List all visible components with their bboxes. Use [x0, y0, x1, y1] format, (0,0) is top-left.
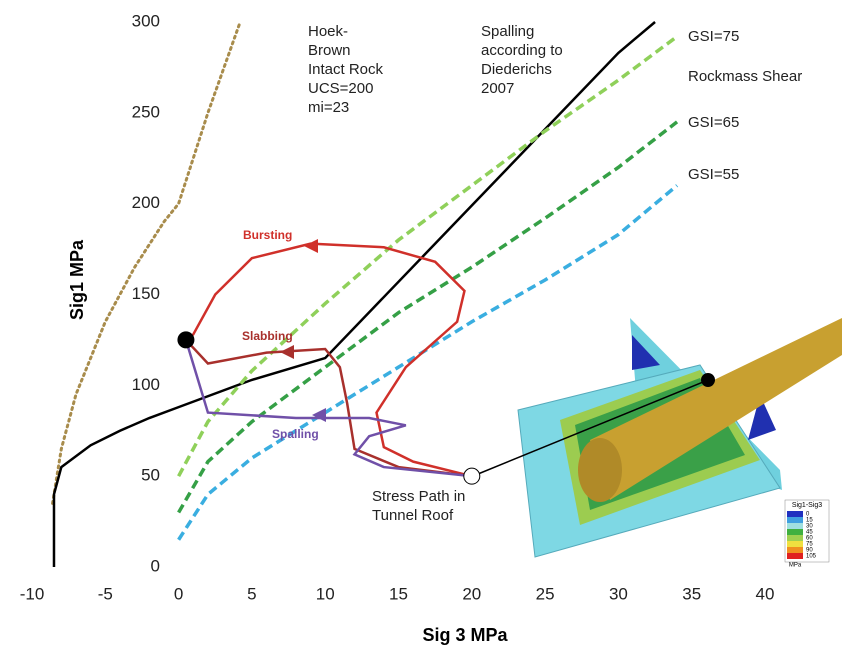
series-label: GSI=55: [688, 166, 739, 183]
x-tick-label: 15: [389, 584, 408, 603]
series-label: Bursting: [243, 228, 292, 242]
annotation: Rockmass Shear: [688, 68, 802, 85]
chart: Sig 3 MPa Sig1 MPa -10 -5 0 5 10 15 20 25 30 35 40…: [0, 0, 842, 653]
colorbar-cell: [787, 547, 803, 553]
model-point: [701, 373, 715, 387]
annotation: Spalling: [481, 23, 534, 40]
x-tick-label: 35: [682, 584, 701, 603]
annotation: 2007: [481, 80, 514, 97]
point: [178, 332, 194, 348]
y-tick-label: 300: [132, 11, 160, 30]
annotation: Tunnel Roof: [372, 507, 454, 524]
arrow-head: [280, 345, 294, 359]
colorbar-cell: [787, 541, 803, 547]
series-line: [186, 340, 472, 476]
y-tick-label: 100: [132, 375, 160, 394]
x-tick-label: 25: [536, 584, 555, 603]
series-label: Spalling: [272, 427, 319, 441]
x-tick-label: 10: [316, 584, 335, 603]
series-label: GSI=75: [688, 28, 739, 45]
x-tick-label: 5: [247, 584, 256, 603]
point: [464, 468, 480, 484]
colorbar-title: Sig1-Sig3: [792, 502, 822, 509]
x-tick-label: -10: [20, 584, 45, 603]
y-tick-label: 200: [132, 193, 160, 212]
x-tick-label: 0: [174, 584, 183, 603]
annotation: mi=23: [308, 99, 349, 116]
y-tick-label: 250: [132, 102, 160, 121]
annotation: Hoek-: [308, 23, 348, 40]
colorbar-cell: [787, 523, 803, 529]
annotation: Diederichs: [481, 61, 552, 78]
arrow-head: [304, 239, 318, 253]
colorbar-cell: [787, 517, 803, 523]
x-axis-title: Sig 3 MPa: [422, 625, 508, 645]
colorbar-label: 105: [806, 554, 817, 560]
tunnel-face: [578, 438, 622, 502]
annotation: according to: [481, 42, 563, 59]
colorbar-cell: [787, 535, 803, 541]
colorbar-cell: [787, 511, 803, 517]
y-tick-label: 50: [141, 466, 160, 485]
annotation: UCS=200: [308, 80, 373, 97]
colorbar-cell: [787, 553, 803, 559]
x-tick-label: 30: [609, 584, 628, 603]
series-label: GSI=65: [688, 114, 739, 131]
x-tick-label: -5: [98, 584, 113, 603]
annotation: Brown: [308, 42, 351, 59]
annotation: Stress Path in: [372, 488, 465, 505]
x-tick-label: 40: [756, 584, 775, 603]
colorbar-unit: MPa: [789, 563, 802, 569]
x-tick-label: 20: [462, 584, 481, 603]
series-label: Slabbing: [242, 329, 293, 343]
y-tick-label: 0: [151, 556, 160, 575]
colorbar-cell: [787, 529, 803, 535]
y-axis-title: Sig1 MPa: [67, 239, 87, 320]
annotation: Intact Rock: [308, 61, 384, 78]
y-tick-label: 150: [132, 284, 160, 303]
